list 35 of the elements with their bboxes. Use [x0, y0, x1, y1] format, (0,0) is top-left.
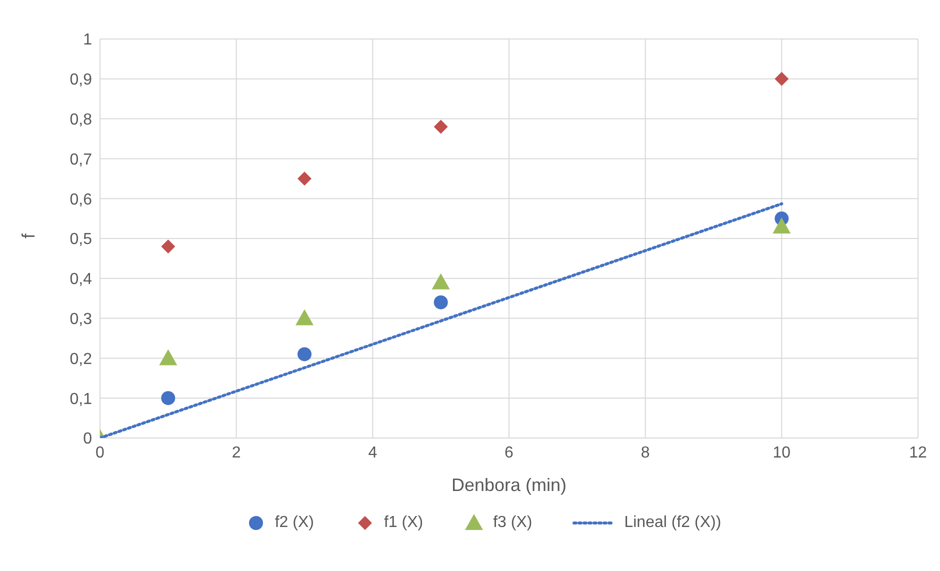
point: [298, 172, 312, 186]
legend-label: Lineal (f2 (X)): [624, 514, 722, 532]
point: [296, 309, 314, 326]
point: [161, 239, 176, 254]
legend-label: f1 (X): [384, 514, 424, 532]
point: [161, 391, 176, 406]
x-tick-label: 0: [96, 444, 105, 462]
point: [432, 273, 450, 290]
point: [434, 120, 448, 134]
x-tick-label: 2: [232, 444, 241, 462]
legend-label: f3 (X): [493, 514, 532, 532]
y-tick-label: 0,8: [70, 111, 92, 128]
x-tick-label: 4: [368, 444, 378, 462]
y-tick-label: 0,3: [70, 310, 92, 328]
y-tick-label: 0,4: [70, 271, 92, 288]
x-tick-label: 6: [504, 444, 514, 462]
x-tick-label: 8: [640, 444, 650, 462]
y-tick-label: 0,2: [70, 350, 92, 368]
x-tick-label: 10: [772, 444, 791, 462]
legend-label: f2 (X): [274, 514, 314, 532]
x-tick-label: 12: [909, 444, 927, 462]
y-tick-label: 1: [83, 32, 92, 49]
point: [159, 349, 178, 366]
y-tick-label: 0,5: [70, 231, 92, 248]
y-tick-label: 0,7: [70, 151, 92, 168]
y-axis-title: f: [18, 232, 38, 238]
y-tick-label: 0,6: [70, 191, 92, 208]
y-tick-label: 0,1: [70, 390, 92, 408]
point: [298, 347, 312, 362]
point: [434, 295, 448, 310]
x-axis-title: Denbora (min): [451, 474, 567, 495]
point: [774, 72, 789, 86]
point: [772, 218, 791, 234]
y-tick-label: 0,9: [70, 72, 92, 89]
y-tick-label: 0: [83, 430, 92, 448]
